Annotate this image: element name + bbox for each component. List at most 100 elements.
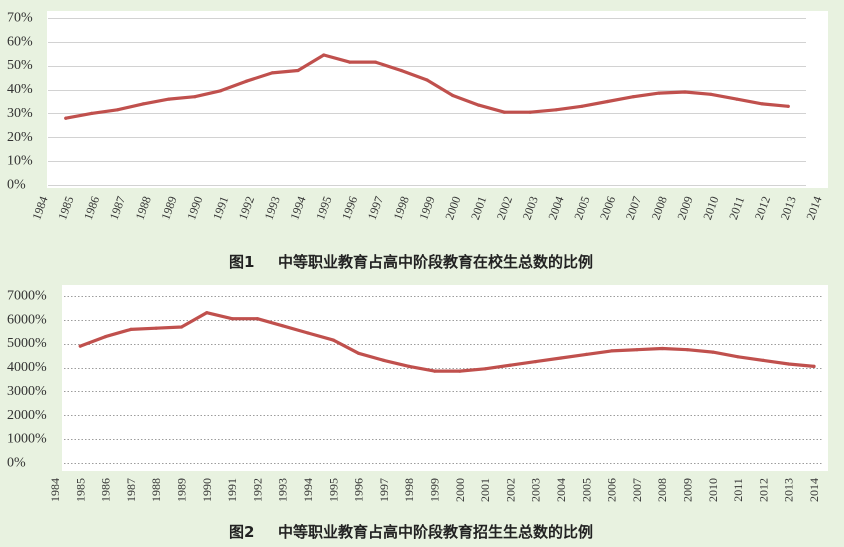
chart-2-data-point [432, 369, 437, 373]
chart-2-data-point [382, 358, 386, 362]
chart-1-data-point [115, 108, 119, 112]
chart-2-x-axis: 1984 1985 1986 1987 1988 1989 1990 1991 1992 1993… [48, 478, 821, 502]
chart-1-data-point [425, 78, 429, 82]
chart-2-x-tick-label: 1987 [124, 478, 138, 502]
chart-2-x-tick-label: 2006 [605, 478, 619, 502]
chart-2-x-tick-label: 2010 [706, 478, 720, 502]
chart-2-x-tick-label: 2012 [756, 478, 770, 502]
chart-1-data-point [683, 90, 687, 94]
chart-1-x-tick-label: 1991 [210, 194, 231, 221]
chart-2-x-tick-label: 1989 [175, 478, 189, 502]
chart-2-x-tick-label: 2007 [630, 478, 644, 502]
chart-2-data-point [129, 327, 133, 331]
chart-2-data-point [255, 317, 259, 321]
chart-2-data-point [610, 349, 614, 353]
chart-2-x-tick-label: 1988 [149, 478, 163, 502]
chart-1-x-tick-label: 1997 [365, 194, 386, 221]
chart-2-data-point [483, 367, 487, 371]
chart-1-x-tick-label: 2005 [571, 194, 592, 221]
chart-2-data-point [685, 348, 690, 352]
chart-2-data-point [179, 325, 184, 329]
chart-2-data-point [230, 317, 234, 321]
chart-1-x-tick-label: 2012 [752, 194, 773, 221]
chart-1-x-tick-label: 2010 [700, 194, 721, 221]
chart-1-data-point [270, 71, 274, 75]
chart-2-x-tick-label: 2004 [554, 478, 568, 502]
chart-2-series [78, 311, 816, 373]
chart-2-x-tick-label: 1995 [326, 478, 340, 502]
chart-1-x-tick-label: 2006 [597, 194, 618, 221]
chart-1-data-point [580, 104, 584, 108]
chart-1-x-tick-label: 1995 [313, 194, 334, 221]
chart-2-y-axis: 0% 1000% 2000% 3000% 4000% 5000% 6000% 7000% [7, 289, 47, 471]
chart-1-data-point [760, 102, 765, 106]
chart-1-data-point [141, 102, 145, 106]
chart-2-y-tick-label: 1000% [7, 432, 47, 447]
chart-1-gridlines [48, 18, 806, 186]
chart-2-y-tick-label: 5000% [7, 336, 47, 351]
chart-1-data-point [399, 68, 403, 73]
chart-1-data-point [219, 89, 223, 93]
chart-1-x-tick-label: 2014 [803, 194, 824, 221]
chart-2-data-point [508, 363, 512, 367]
chart-1-x-tick-label: 1999 [416, 194, 437, 221]
chart-1-data-point [296, 68, 300, 73]
chart-2-data-point [812, 364, 816, 368]
chart-1-y-tick-label: 10% [7, 154, 33, 169]
chart-2-data-point [559, 356, 563, 360]
chart-2-data-point [736, 355, 740, 359]
chart-2-data-point [357, 351, 361, 355]
chart-1-x-tick-label: 1998 [391, 194, 412, 221]
chart-1-x-tick-label: 1984 [29, 194, 50, 221]
chart-2-data-point [306, 331, 310, 335]
chart-1-x-tick-label: 2009 [674, 194, 695, 221]
chart-2-y-tick-label: 2000% [7, 408, 47, 423]
chart-2: 0% 1000% 2000% 3000% 4000% 5000% 6000% 7000% 19… [7, 285, 828, 541]
chart-2-x-tick-label: 2013 [782, 478, 796, 502]
chart-2-x-tick-label: 2005 [579, 478, 593, 502]
chart-2-data-point [104, 335, 108, 339]
chart-2-x-tick-label: 1996 [352, 478, 366, 502]
chart-2-data-point [205, 311, 209, 315]
chart-2-y-tick-label: 4000% [7, 360, 47, 375]
chart-2-data-point [458, 369, 462, 373]
chart-1-data-point [348, 60, 352, 64]
chart-2-x-tick-label: 1997 [377, 478, 391, 502]
chart-1-x-tick-label: 1996 [339, 194, 360, 221]
chart-2-data-point [331, 338, 335, 342]
chart-2-x-tick-label: 1994 [301, 478, 315, 502]
chart-1-data-point [657, 91, 661, 95]
chart-2-data-point [281, 324, 285, 328]
chart-2-data-point [660, 346, 664, 351]
chart-1-data-point [528, 110, 532, 114]
chart-2-x-tick-label: 2001 [478, 478, 492, 502]
chart-2-x-tick-label: 2011 [731, 478, 745, 502]
chart-2-y-tick-label: 0% [7, 456, 26, 471]
chart-2-x-tick-label: 1998 [402, 478, 416, 502]
chart-1-x-tick-label: 2008 [649, 194, 670, 221]
chart-2-plot-area [62, 285, 828, 471]
chart-1-x-tick-label: 1993 [262, 194, 283, 221]
chart-2-x-tick-label: 1984 [48, 478, 62, 502]
chart-2-x-tick-label: 1986 [99, 478, 113, 502]
chart-1-data-point [502, 110, 506, 114]
chart-2-data-point [584, 352, 588, 356]
chart-2-y-tick-label: 7000% [7, 289, 47, 304]
chart-2-data-point [787, 362, 791, 366]
chart-1-x-tick-label: 2011 [726, 195, 747, 222]
chart-2-x-tick-label: 1999 [428, 478, 442, 502]
chart-2-x-tick-label: 2014 [807, 478, 821, 502]
chart-2-caption-text: 中等职业教育占高中阶段教育招生生总数的比例 [278, 523, 593, 541]
chart-2-x-tick-label: 1985 [73, 478, 87, 502]
chart-1-x-tick-label: 1986 [81, 194, 102, 221]
chart-2-series-line [78, 311, 816, 373]
chart-2-data-point [534, 360, 538, 364]
chart-1-x-tick-label: 1985 [55, 194, 76, 221]
chart-1-data-point [244, 79, 248, 83]
chart-1-data-point [90, 111, 94, 115]
chart-1-data-point [451, 93, 455, 98]
chart-2-x-tick-label: 1990 [200, 478, 214, 502]
chart-2-data-point [635, 348, 639, 352]
chart-1-data-point [477, 103, 481, 107]
